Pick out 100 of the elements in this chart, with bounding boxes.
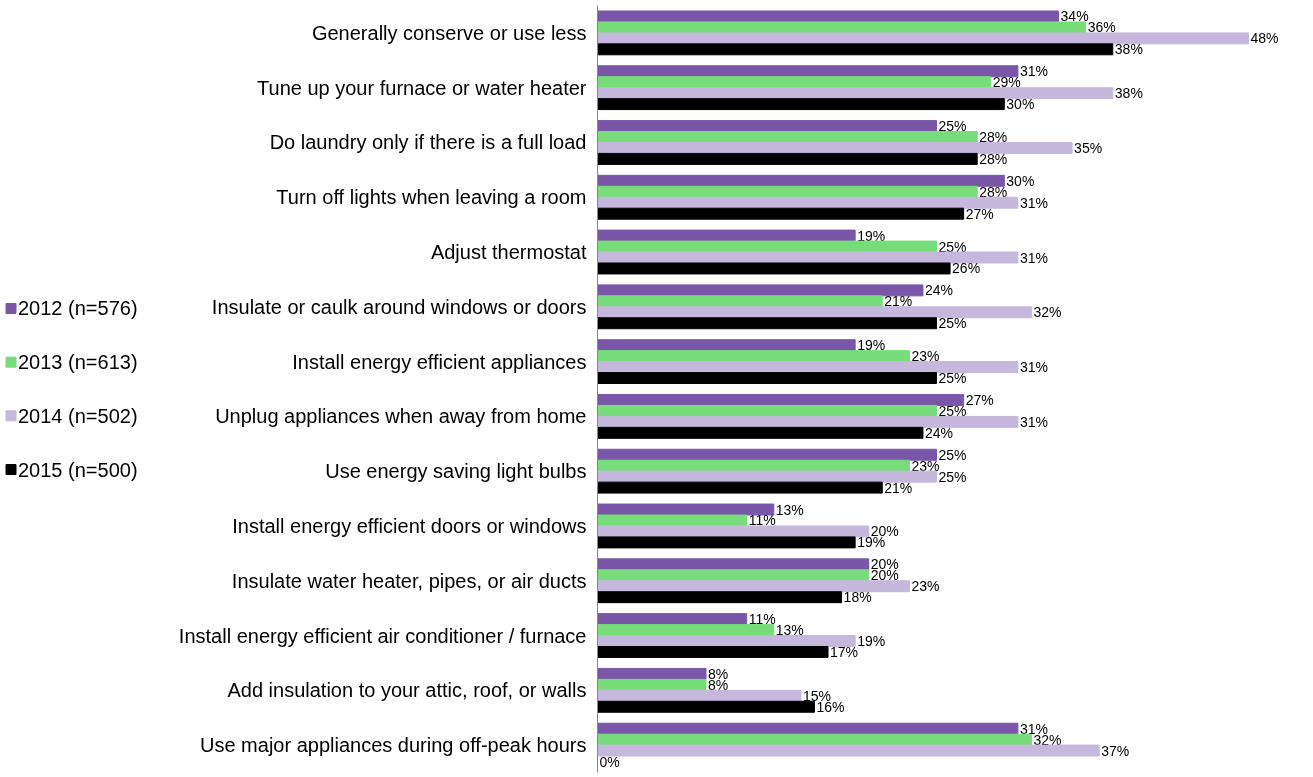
bar xyxy=(597,196,1019,209)
bar xyxy=(597,415,1019,428)
data-label: 31% xyxy=(1019,249,1048,266)
data-label: 25% xyxy=(938,118,967,135)
bar xyxy=(597,580,910,593)
bar xyxy=(597,131,978,143)
bar xyxy=(597,525,870,538)
data-label: 21% xyxy=(884,293,913,310)
data-label: 18% xyxy=(843,589,872,606)
bar xyxy=(597,393,965,406)
bar xyxy=(597,152,978,165)
bar xyxy=(597,569,870,582)
data-label: 19% xyxy=(857,227,886,244)
y-tick-label: Unplug appliances when away from home xyxy=(215,405,587,428)
data-label: 28% xyxy=(979,183,1008,200)
y-tick-label: Adjust thermostat xyxy=(430,241,587,264)
data-label: 30% xyxy=(1006,172,1035,189)
bar xyxy=(597,448,938,461)
data-label: 26% xyxy=(952,260,981,277)
bar xyxy=(597,284,924,297)
y-tick-label: Use major appliances during off-peak hours xyxy=(199,734,587,757)
bar xyxy=(597,10,1060,23)
data-label: 37% xyxy=(1101,742,1130,759)
data-label: 21% xyxy=(884,479,913,496)
bar xyxy=(597,120,938,133)
bar xyxy=(597,558,870,571)
bar xyxy=(597,722,1019,735)
data-label: 27% xyxy=(965,205,994,222)
y-tick-label: Add insulation to your attic, roof, or walls xyxy=(227,679,587,702)
bar xyxy=(597,591,843,604)
legend-label: 2012 (n=576) xyxy=(18,297,138,320)
bar xyxy=(597,295,883,308)
data-label: 0% xyxy=(599,753,620,770)
data-label: 27% xyxy=(965,391,994,408)
bar xyxy=(597,536,856,549)
bar xyxy=(597,514,748,527)
bar xyxy=(597,744,1100,757)
bar xyxy=(597,229,856,242)
legend-label: 2015 (n=500) xyxy=(18,458,138,481)
bar xyxy=(597,207,965,220)
bar xyxy=(597,306,1032,319)
bar xyxy=(597,404,938,417)
bar xyxy=(597,350,910,363)
y-tick-label: Install energy efficient appliances xyxy=(292,350,587,373)
data-label: 25% xyxy=(938,370,967,387)
bar xyxy=(597,426,924,439)
bar xyxy=(597,700,815,713)
data-label: 34% xyxy=(1060,8,1089,25)
data-label: 32% xyxy=(1033,304,1062,321)
data-label: 28% xyxy=(979,128,1008,145)
bar xyxy=(597,98,1005,111)
bar xyxy=(597,372,938,385)
bar xyxy=(597,262,951,275)
data-label: 38% xyxy=(1114,85,1143,102)
bar xyxy=(597,667,707,680)
bar xyxy=(597,317,938,330)
bar xyxy=(597,689,802,702)
y-tick-label: Use energy saving light bulbs xyxy=(325,460,587,483)
bar xyxy=(597,32,1249,45)
bar xyxy=(597,339,856,352)
bar xyxy=(597,481,883,494)
data-label: 31% xyxy=(1019,359,1048,376)
bar xyxy=(597,678,707,691)
data-label: 23% xyxy=(911,348,940,365)
y-tick-label: Tune up your furnace or water heater xyxy=(257,76,587,99)
data-label: 29% xyxy=(992,74,1021,91)
data-label: 17% xyxy=(830,643,859,660)
bar xyxy=(597,174,1005,187)
bar xyxy=(597,87,1114,100)
data-label: 31% xyxy=(1019,194,1048,211)
y-tick-label: Turn off lights when leaving a room xyxy=(276,186,587,209)
y-tick-label: Install energy efficient air conditioner / furnace xyxy=(178,624,587,647)
data-label: 24% xyxy=(924,424,953,441)
data-label: 36% xyxy=(1087,19,1116,36)
bar xyxy=(597,240,938,253)
y-tick-label: Insulate water heater, pipes, or air ducts xyxy=(231,569,587,592)
legend-label: 2014 (n=502) xyxy=(18,404,138,427)
data-label: 23% xyxy=(911,457,940,474)
bar xyxy=(597,635,856,647)
data-label: 31% xyxy=(1019,413,1048,430)
y-tick-label: Generally conserve or use less xyxy=(311,21,587,44)
bar xyxy=(597,76,992,89)
data-label: 25% xyxy=(938,238,967,255)
y-tick-label: Do laundry only if there is a full load xyxy=(269,131,587,154)
data-label: 19% xyxy=(857,633,886,650)
data-label: 25% xyxy=(938,446,967,463)
bar xyxy=(597,65,1019,78)
y-tick-label: Install energy efficient doors or windows xyxy=(232,514,587,537)
data-label: 11% xyxy=(748,611,776,628)
data-label: 25% xyxy=(938,315,967,332)
data-label: 31% xyxy=(1019,63,1048,80)
bar xyxy=(597,185,978,198)
bar xyxy=(597,645,829,658)
data-label: 19% xyxy=(857,337,886,354)
data-label: 35% xyxy=(1074,139,1103,156)
bar xyxy=(597,141,1073,154)
bar xyxy=(597,503,775,516)
bar xyxy=(597,21,1087,34)
data-label: 48% xyxy=(1250,30,1279,47)
data-label: 25% xyxy=(938,468,967,485)
